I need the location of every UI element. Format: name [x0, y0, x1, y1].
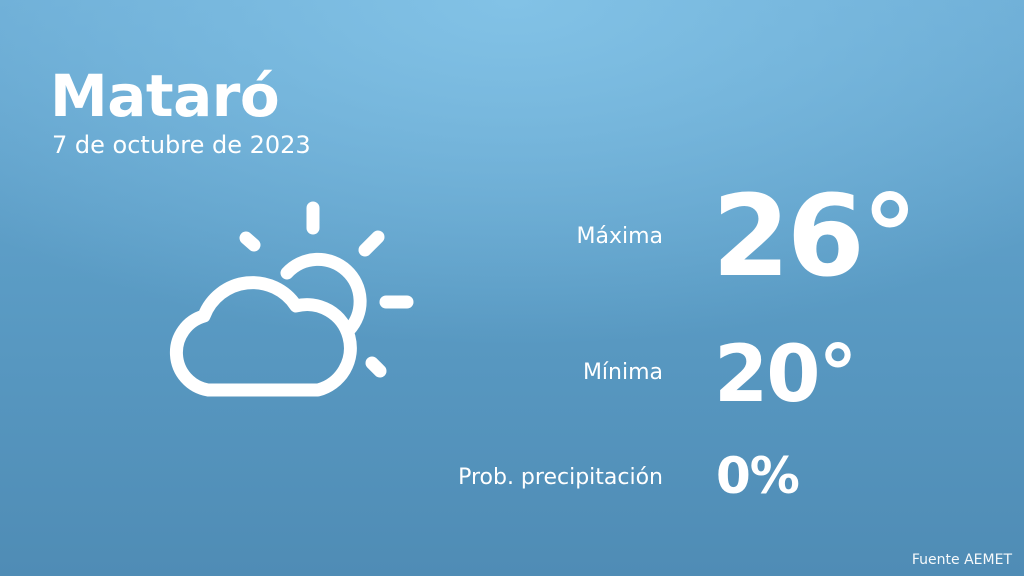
precip-label: Prob. precipitación: [458, 465, 663, 490]
min-temp-label: Mínima: [582, 360, 663, 385]
source-credit: Fuente AEMET: [911, 552, 1012, 568]
precip-value: 0%: [716, 447, 800, 505]
forecast-date: 7 de octubre de 2023: [52, 131, 311, 159]
max-temp-value: 26°: [712, 172, 918, 302]
min-temp-value: 20°: [714, 330, 858, 420]
city-name: Mataró: [50, 62, 280, 130]
max-temp-label: Máxima: [576, 224, 663, 249]
